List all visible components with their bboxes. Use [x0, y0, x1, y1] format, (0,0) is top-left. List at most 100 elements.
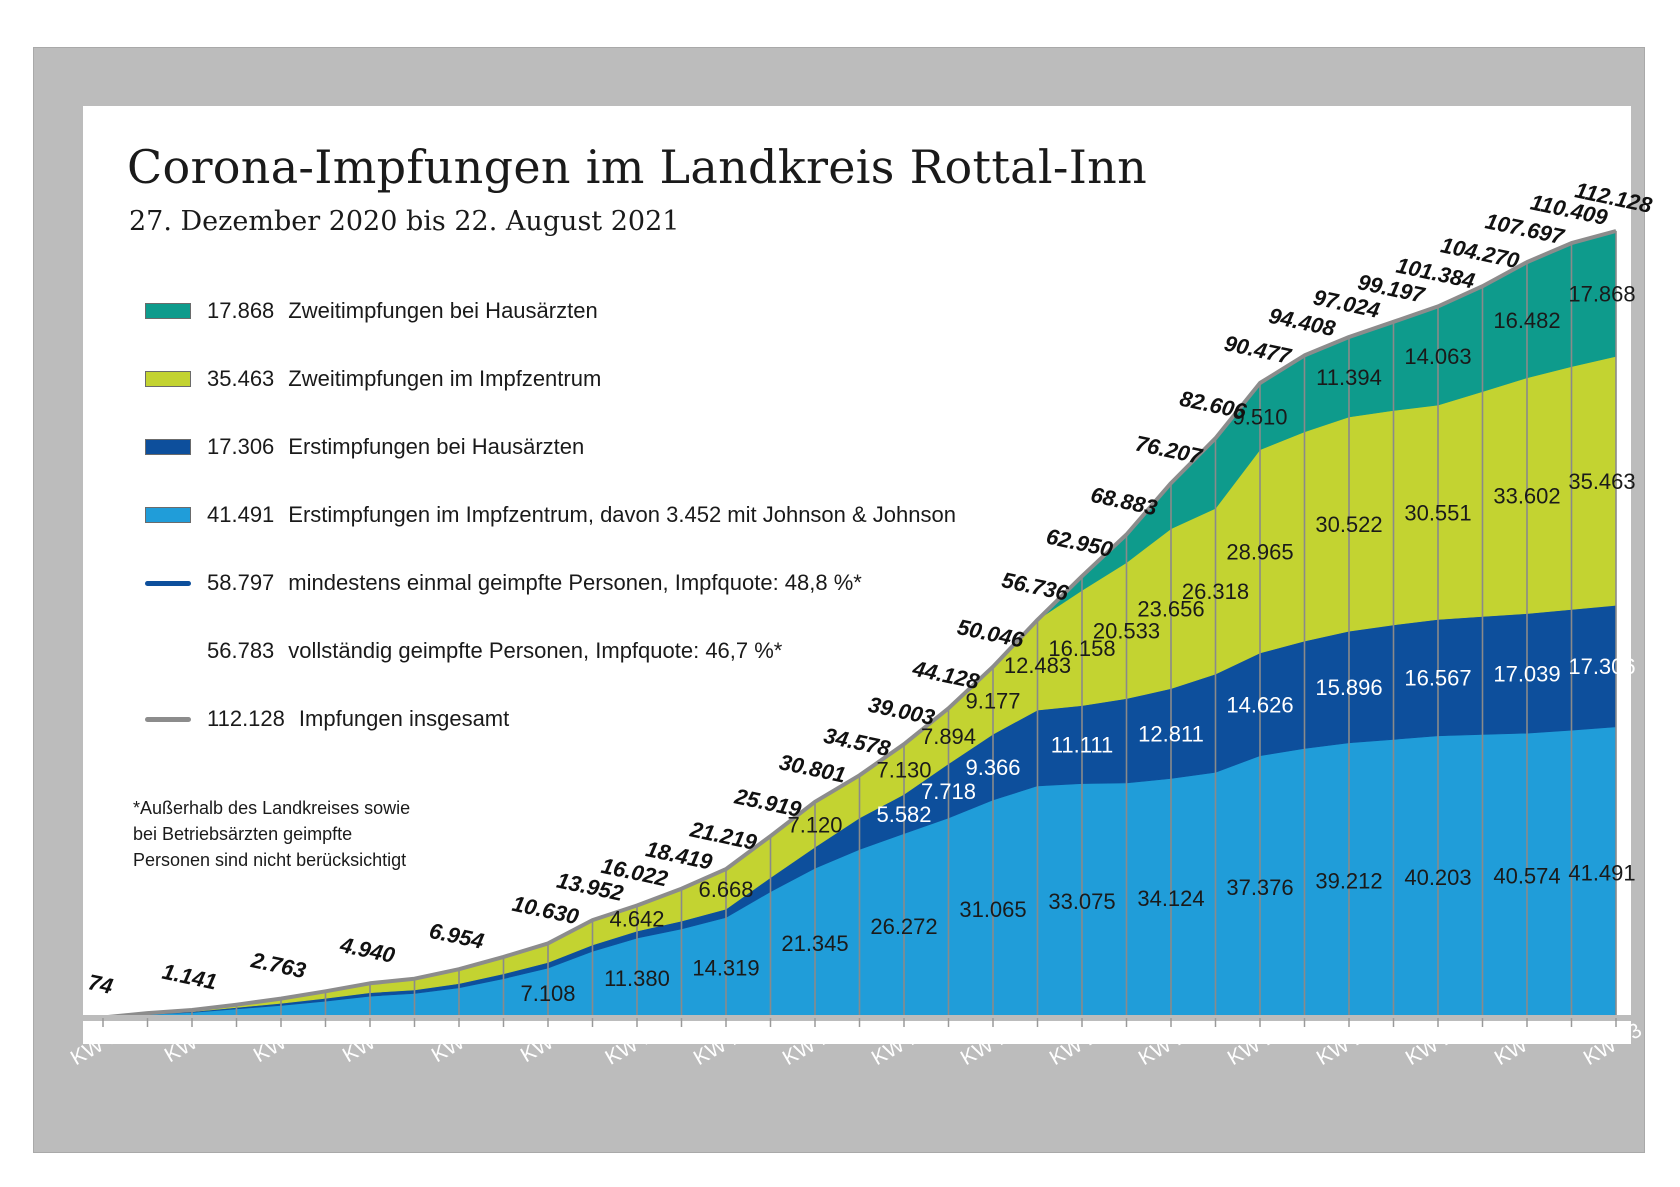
legend-label: Erstimpfungen bei Hausärzten: [288, 434, 585, 459]
legend-swatch: [145, 371, 191, 387]
x-tick-label: KW 29: [1402, 1019, 1468, 1070]
series-value-label: 26.318: [1182, 579, 1249, 604]
series-value-label: 7.718: [921, 779, 976, 804]
series-value-label: 9.510: [1232, 404, 1287, 429]
series-value-label: 20.533: [1093, 619, 1160, 644]
legend-swatch: [145, 439, 191, 455]
total-value-label: 56.736: [1000, 567, 1072, 606]
legend-item-vollstaendig-geimpft: 56.783 vollständig geimpfte Personen, Im…: [145, 636, 782, 666]
total-value-label: 68.883: [1089, 482, 1160, 520]
series-value-label: 41.491: [1568, 860, 1635, 885]
legend-value: 17.868: [207, 298, 275, 323]
x-tick-label: KW 5: [339, 1022, 395, 1068]
footnote-line: *Außerhalb des Landkreises sowie: [133, 798, 411, 818]
series-value-label: 11.394: [1316, 365, 1382, 390]
legend-value: 112.128: [207, 706, 285, 731]
total-value-label: 34.578: [822, 723, 894, 762]
footnote-line: bei Betriebsärzten geimpfte: [133, 824, 353, 844]
x-tick-label: KW 25: [1224, 1019, 1290, 1070]
series-value-label: 34.124: [1137, 886, 1204, 911]
legend-value: 17.306: [207, 434, 275, 459]
series-value-label: 7.108: [520, 981, 575, 1006]
legend-value: 41.491: [207, 502, 275, 527]
series-value-label: 7.120: [787, 812, 842, 837]
series-value-label: 4.642: [609, 906, 664, 931]
legend-line-swatch: [145, 716, 191, 722]
series-value-label: 28.965: [1226, 539, 1293, 564]
legend-label: Zweitimpfungen bei Hausärzten: [288, 298, 598, 323]
series-value-label: 39.212: [1315, 868, 1382, 893]
total-value-label: 74: [86, 969, 115, 999]
legend-line-swatch: [145, 580, 191, 586]
total-value-label: 90.477: [1222, 330, 1295, 369]
legend-swatch: [145, 303, 191, 319]
series-value-label: 30.522: [1315, 512, 1382, 537]
total-value-label: 39.003: [866, 692, 937, 730]
legend-label: vollständig geimpfte Personen, Impfquote…: [288, 638, 783, 663]
legend-label: Impfungen insgesamt: [298, 706, 510, 731]
total-value-label: 76.207: [1133, 431, 1206, 470]
total-value-label: 50.046: [955, 614, 1027, 653]
series-value-label: 11.111: [1051, 733, 1113, 758]
total-value-label: 6.954: [427, 918, 486, 954]
series-value-label: 35.463: [1568, 469, 1635, 494]
legend-label: Erstimpfungen im Impfzentrum, davon 3.45…: [288, 502, 956, 527]
total-value-label: 2.763: [248, 947, 308, 983]
total-line: [102, 229, 1617, 1020]
x-tick-label: KW 19: [957, 1019, 1023, 1070]
legend-label: Zweitimpfungen im Impfzentrum: [288, 366, 602, 391]
series-value-label: 40.574: [1493, 864, 1560, 889]
legend-value: 35.463: [207, 366, 275, 391]
series-value-label: 26.272: [870, 914, 937, 939]
x-tick-label: KW 13: [690, 1019, 756, 1070]
x-tick-label: KW 11: [601, 1019, 666, 1070]
chart-subtitle: 27. Dezember 2020 bis 22. August 2021: [129, 206, 680, 237]
total-value-label: 1.141: [160, 959, 219, 995]
legend-label: mindestens einmal geimpfte Personen, Imp…: [288, 570, 862, 595]
series-value-label: 37.376: [1226, 875, 1293, 900]
chart-title: Corona-Impfungen im Landkreis Rottal-Inn: [127, 140, 1148, 194]
series-value-label: 40.203: [1404, 865, 1471, 890]
total-value-label: 4.940: [337, 932, 398, 968]
series-value-label: 9.366: [965, 755, 1020, 780]
series-value-label: 23.656: [1137, 597, 1204, 622]
total-value-label: 62.950: [1044, 524, 1116, 563]
series-value-label: 12.483: [1004, 653, 1071, 678]
series-value-label: 7.894: [921, 724, 976, 749]
total-value-label: 10.630: [510, 891, 582, 930]
legend-swatch: [145, 507, 191, 523]
series-value-label: 5.582: [876, 802, 931, 827]
series-value-label: 16.482: [1493, 308, 1560, 333]
x-tick-label: KW 33: [1580, 1019, 1646, 1070]
footnote-line: Personen sind nicht berücksichtigt: [133, 850, 407, 870]
legend-item-zweit-hausarzt: 17.868 Zweitimpfungen bei Hausärzten: [145, 296, 598, 326]
series-value-label: 12.811: [1138, 722, 1204, 747]
series-value-label: 17.306: [1568, 654, 1635, 679]
footnote: *Außerhalb des Landkreises sowie bei Bet…: [133, 795, 410, 873]
legend-item-erst-hausarzt: 17.306 Erstimpfungen bei Hausärzten: [145, 432, 584, 462]
series-value-label: 14.626: [1226, 692, 1293, 717]
series-value-label: 9.177: [965, 688, 1020, 713]
legend-value: 56.783: [207, 638, 275, 663]
legend-empty-swatch: [145, 649, 191, 654]
total-value-label: 82.606: [1178, 386, 1250, 425]
total-value-label: 44.128: [910, 656, 983, 695]
series-value-label: 21.345: [781, 931, 848, 956]
series-value-label: 11.380: [604, 966, 670, 991]
series-value-label: 16.567: [1404, 666, 1471, 691]
x-tick-label: KW 1: [161, 1022, 217, 1068]
series-value-label: 33.075: [1048, 889, 1115, 914]
series-value-label: 17.039: [1493, 661, 1560, 686]
series-value-label: 33.602: [1493, 484, 1560, 509]
legend-value: 58.797: [207, 570, 275, 595]
series-value-label: 15.896: [1315, 675, 1382, 700]
legend-item-zweit-impfzentrum: 35.463 Zweitimpfungen im Impfzentrum: [145, 364, 601, 394]
x-tick-label: KW 15: [779, 1019, 845, 1070]
total-value-label: 25.919: [732, 783, 805, 822]
total-value-label: 30.801: [777, 749, 848, 787]
x-tick-label: KW 27: [1313, 1019, 1379, 1070]
series-value-label: 16.158: [1048, 636, 1115, 661]
x-tick-label: KW 31: [1491, 1019, 1557, 1070]
legend-item-impfungen-insgesamt: 112.128 Impfungen insgesamt: [145, 704, 509, 734]
